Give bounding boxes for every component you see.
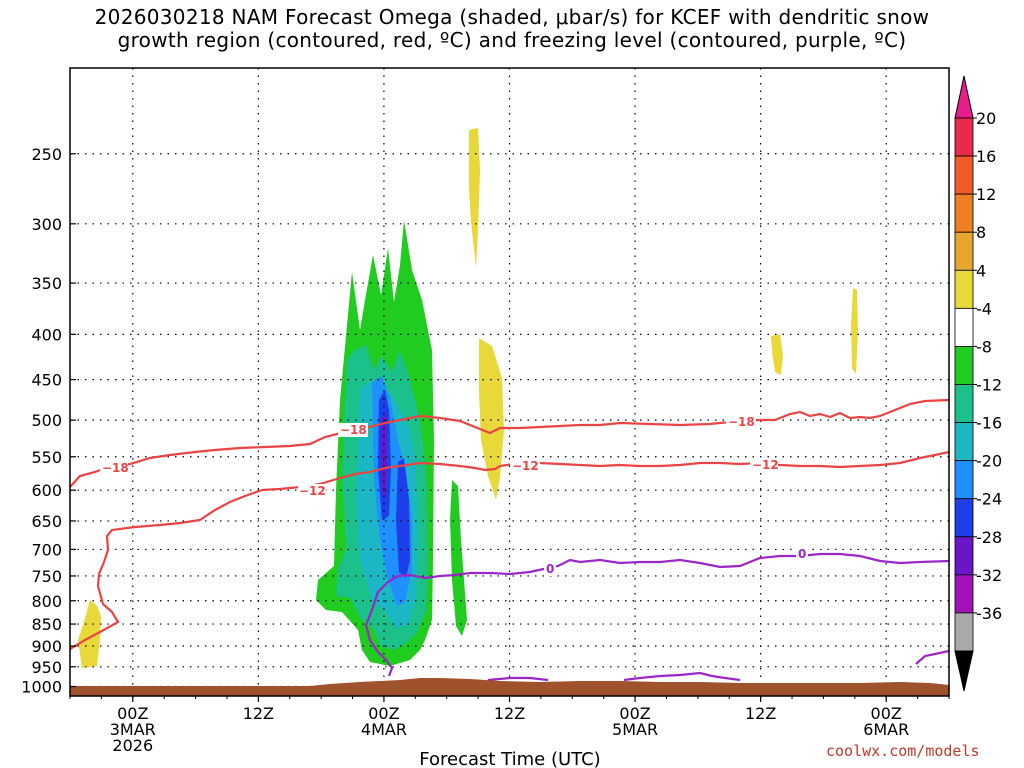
colorbar-label: -4 <box>976 299 992 318</box>
y-tick-label: 850 <box>31 615 62 634</box>
colorbar-top-arrow <box>954 75 974 119</box>
colorbar-swatch <box>954 384 974 423</box>
colorbar-swatch <box>954 574 974 614</box>
colorbar-label: 8 <box>976 223 986 242</box>
y-tick-label: 250 <box>31 145 62 164</box>
colorbar-swatch <box>954 269 974 309</box>
x-tick-label: 12Z <box>243 704 274 723</box>
x-tick-label: 00Z <box>619 704 650 723</box>
colorbar-swatch <box>954 460 974 500</box>
colorbar-label: -36 <box>976 604 1002 623</box>
label-freezing-a: 0 <box>546 562 554 576</box>
y-tick-label: 350 <box>31 274 62 293</box>
y-tick-label: 400 <box>31 325 62 344</box>
site-credit: coolwx.com/models <box>826 742 980 760</box>
omega-cell-purple <box>381 414 387 500</box>
omega-cell-right-yellow-2 <box>851 288 858 374</box>
colorbar-label: -32 <box>976 566 1002 585</box>
x-tick-label: 12Z <box>745 704 776 723</box>
y-tick-label: 950 <box>31 658 62 677</box>
colorbar-swatch <box>954 307 974 347</box>
plot-background <box>70 68 949 696</box>
colorbar-label: -24 <box>976 490 1002 509</box>
y-tick-label: 500 <box>31 411 62 430</box>
y-tick-label: 650 <box>31 512 62 531</box>
colorbar-swatch <box>954 536 974 576</box>
x-tick-label: 2026 <box>112 736 153 755</box>
y-tick-label: 800 <box>31 592 62 611</box>
label-minus12-a: −12 <box>299 484 326 498</box>
omega-cell-green-right <box>450 480 467 636</box>
colorbar-swatch <box>954 422 974 462</box>
y-tick-label: 750 <box>31 567 62 586</box>
terrain <box>70 678 949 696</box>
colorbar-swatch <box>954 117 974 157</box>
omega-cell-low-yellow <box>78 600 101 668</box>
colorbar-swatch <box>954 155 974 195</box>
colorbar-label: 12 <box>976 185 996 204</box>
x-tick-label: 5MAR <box>612 720 658 739</box>
y-tick-label: 600 <box>31 481 62 500</box>
colorbar-label: -16 <box>976 414 1002 433</box>
omega-cell-upper-yellow <box>469 128 480 268</box>
y-axis: 250 300 350 400 450 500 550 600 650 700 750 800 850 9… <box>21 145 76 697</box>
y-tick-label: 300 <box>31 215 62 234</box>
colorbar-label: 16 <box>976 147 996 166</box>
colorbar-label: -8 <box>976 337 992 356</box>
x-tick-label: 3MAR <box>110 720 156 739</box>
colorbar-swatch <box>954 346 974 385</box>
colorbar-label: -20 <box>976 452 1002 471</box>
colorbar-label: 4 <box>976 261 986 280</box>
y-tick-label: 900 <box>31 637 62 656</box>
omega-cell-right-yellow-1 <box>771 334 783 375</box>
colorbar-bottom-arrow <box>954 650 974 692</box>
colorbar-swatch <box>954 193 974 233</box>
omega-cell-mid-yellow <box>479 338 504 500</box>
colorbar-label: 20 <box>976 109 996 128</box>
y-tick-label: 700 <box>31 540 62 559</box>
title-line-1: 2026030218 NAM Forecast Omega (shaded, μ… <box>94 5 930 29</box>
x-tick-label: 00Z <box>117 704 148 723</box>
contour-freezing <box>364 552 949 677</box>
label-minus18-a: −18 <box>102 461 129 475</box>
label-minus18-c: −18 <box>728 415 755 429</box>
contour-labels: −18 −18 −18 −12 −12 −12 0 0 <box>100 415 808 576</box>
label-minus12-b: −12 <box>512 459 539 473</box>
x-tick-label: 00Z <box>871 704 902 723</box>
colorbar-swatch <box>954 612 974 652</box>
x-tick-label: 00Z <box>368 704 399 723</box>
y-tick-label: 550 <box>31 448 62 467</box>
x-axis-label: Forecast Time (UTC) <box>419 749 600 768</box>
colorbar-label: -28 <box>976 528 1002 547</box>
contour-freezing-low <box>487 649 949 682</box>
colorbar-label: -12 <box>976 376 1002 395</box>
x-tick-label: 6MAR <box>863 720 909 739</box>
chart-title: 2026030218 NAM Forecast Omega (shaded, μ… <box>0 6 1024 52</box>
colorbar-swatch <box>954 498 974 538</box>
title-line-2: growth region (contoured, red, ºC) and f… <box>117 28 907 52</box>
colorbar: 20 16 12 8 4 -4 -8 -12 -16 -20 -24 -28 -32 -36 <box>954 75 1002 692</box>
y-tick-label: 450 <box>31 371 62 390</box>
x-tick-label: 4MAR <box>361 720 407 739</box>
omega-cell-dark-blue-2 <box>396 458 410 578</box>
label-minus12-c: −12 <box>752 458 779 472</box>
omega-shading <box>78 128 858 668</box>
label-minus18-b: −18 <box>340 423 367 437</box>
colorbar-swatch <box>954 231 974 271</box>
label-freezing-b: 0 <box>798 547 806 561</box>
x-tick-label: 12Z <box>494 704 525 723</box>
y-tick-label: 1000 <box>21 678 62 697</box>
contour-minus18 <box>70 398 949 488</box>
